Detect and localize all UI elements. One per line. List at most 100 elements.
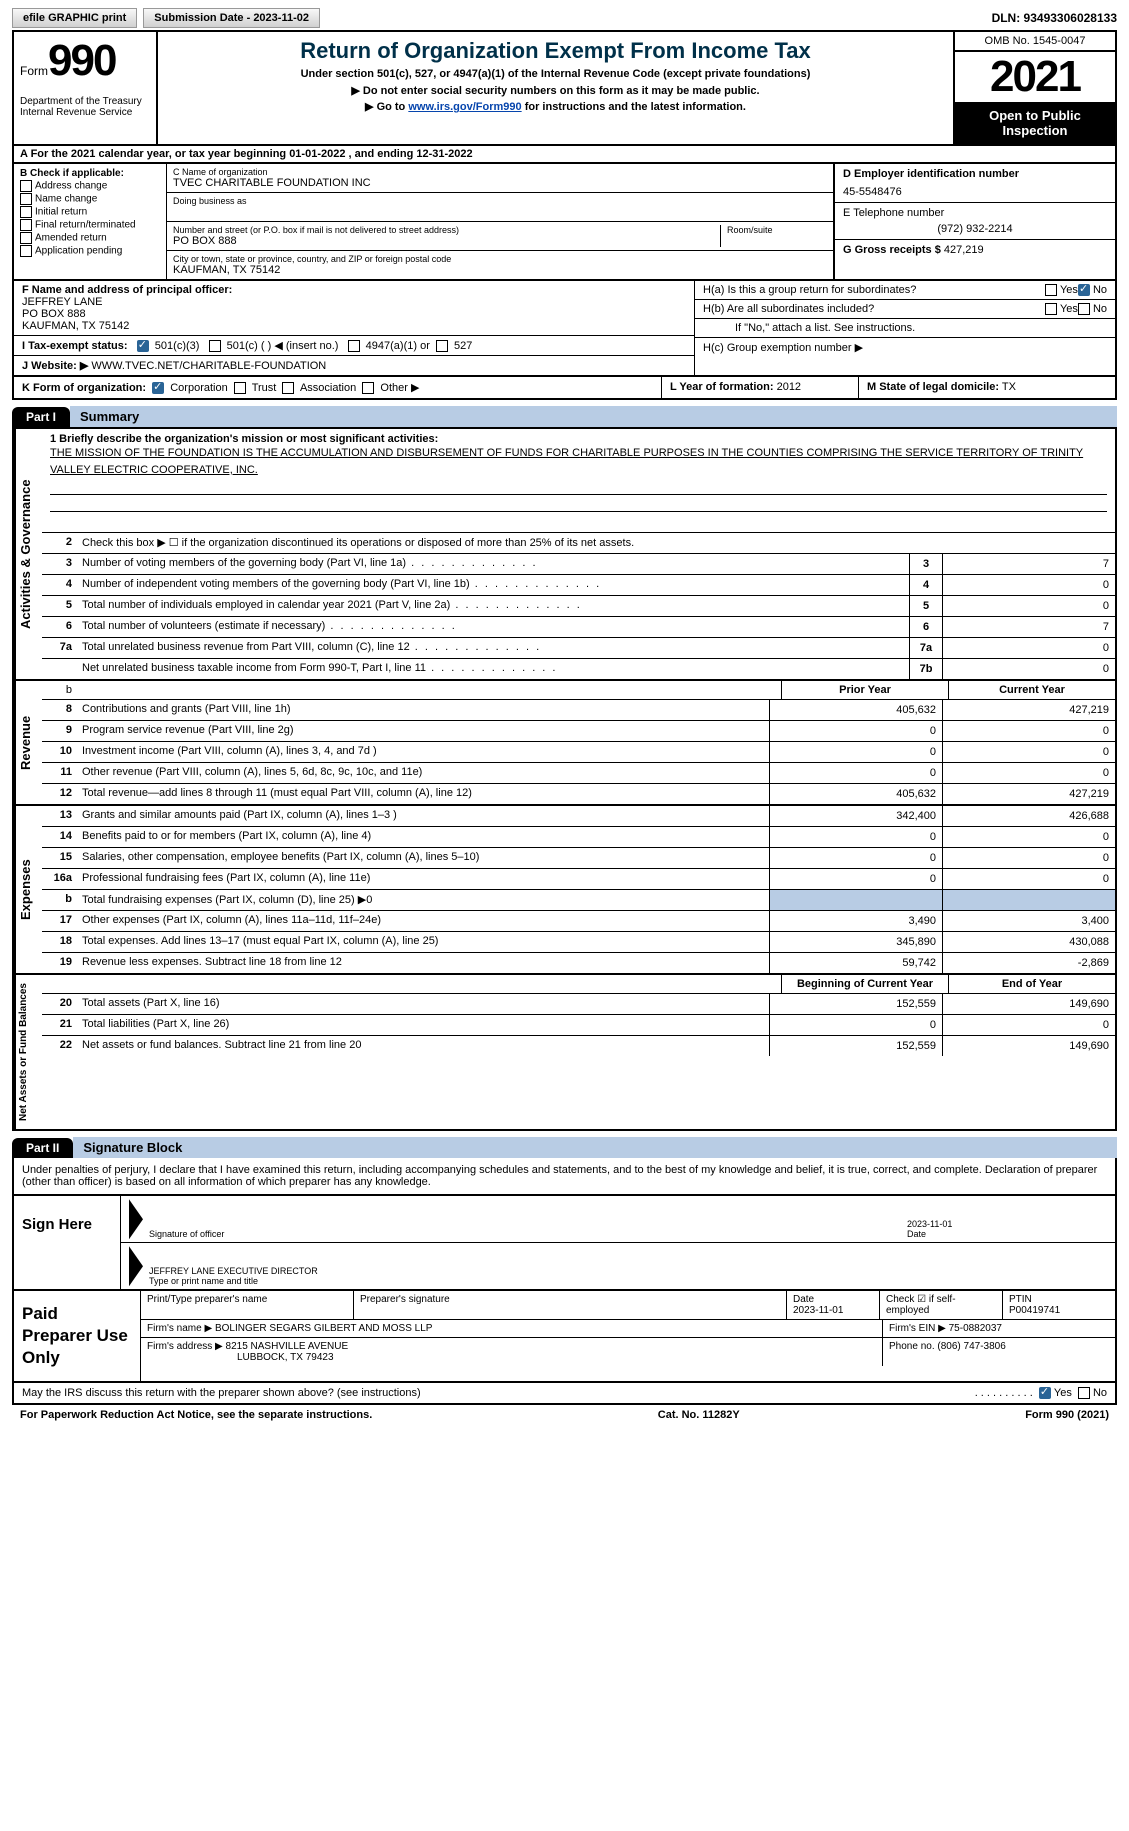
prep-selfemp: Check ☑ if self-employed: [886, 1294, 956, 1316]
room-label: Room/suite: [727, 225, 827, 235]
efile-print-button[interactable]: efile GRAPHIC print: [12, 8, 137, 28]
vlabel-activities: Activities & Governance: [14, 429, 42, 679]
part1-tab: Part I: [12, 407, 70, 427]
l-year: L Year of formation: 2012: [661, 377, 858, 398]
table-row: 8Contributions and grants (Part VIII, li…: [42, 700, 1115, 721]
chk-discuss-no[interactable]: [1078, 1387, 1090, 1399]
sig-name-title: JEFFREY LANE EXECUTIVE DIRECTOR: [149, 1266, 318, 1276]
org-name: TVEC CHARITABLE FOUNDATION INC: [173, 177, 827, 189]
part2-title: Signature Block: [73, 1137, 1117, 1158]
form-subtitle: Under section 501(c), 527, or 4947(a)(1)…: [166, 68, 945, 80]
dln-text: DLN: 93493306028133: [992, 11, 1117, 25]
chk-501c[interactable]: [209, 340, 221, 352]
year-box: OMB No. 1545-0047 2021 Open to Public In…: [955, 32, 1115, 144]
col-b-checkboxes: B Check if applicable: Address change Na…: [14, 164, 167, 279]
form-ref: Form 990 (2021): [1025, 1409, 1109, 1421]
chk-hb-yes[interactable]: [1045, 303, 1057, 315]
i-tax-status: I Tax-exempt status: 501(c)(3) 501(c) ( …: [14, 336, 694, 356]
table-row: 15Salaries, other compensation, employee…: [42, 848, 1115, 869]
chk-amended[interactable]: [20, 232, 32, 244]
l2-text: Check this box ▶ ☐ if the organization d…: [78, 533, 1115, 553]
chk-corp[interactable]: [152, 382, 164, 394]
prep-label: Paid Preparer Use Only: [14, 1291, 140, 1381]
table-row: 3Number of voting members of the governi…: [42, 554, 1115, 575]
l1-label: 1 Briefly describe the organization's mi…: [50, 433, 1107, 445]
form-id-box: Form990 Department of the TreasuryIntern…: [14, 32, 158, 144]
j-website: J Website: ▶ WWW.TVEC.NET/CHARITABLE-FOU…: [14, 356, 694, 375]
ptin-val: P00419741: [1009, 1305, 1060, 1316]
firm-ein: 75-0882037: [949, 1323, 1002, 1334]
ssn-warning: ▶ Do not enter social security numbers o…: [166, 84, 945, 97]
prep-date-label: Date: [793, 1294, 814, 1305]
table-row: 9Program service revenue (Part VIII, lin…: [42, 721, 1115, 742]
firm-ein-label: Firm's EIN ▶: [889, 1323, 946, 1334]
table-row: 21Total liabilities (Part X, line 26)00: [42, 1015, 1115, 1036]
firm-addr-label: Firm's address ▶: [147, 1341, 223, 1352]
table-row: 14Benefits paid to or for members (Part …: [42, 827, 1115, 848]
chk-app-pending[interactable]: [20, 245, 32, 257]
vlabel-revenue: Revenue: [14, 681, 42, 804]
hdr-current: Current Year: [948, 681, 1115, 699]
chk-other[interactable]: [362, 382, 374, 394]
k-form-org: K Form of organization: Corporation Trus…: [14, 377, 661, 398]
mission-text: THE MISSION OF THE FOUNDATION IS THE ACC…: [50, 445, 1107, 478]
cat-no: Cat. No. 11282Y: [658, 1409, 740, 1421]
omb-number: OMB No. 1545-0047: [955, 32, 1115, 52]
firm-phone: (806) 747-3806: [937, 1341, 1005, 1352]
b-header: B Check if applicable:: [20, 168, 160, 179]
table-row: 4Number of independent voting members of…: [42, 575, 1115, 596]
phone-value: (972) 932-2214: [843, 223, 1107, 235]
table-row: 16aProfessional fundraising fees (Part I…: [42, 869, 1115, 890]
form-number: 990: [48, 36, 115, 85]
hb-note: If "No," attach a list. See instructions…: [695, 319, 1115, 338]
chk-name-change[interactable]: [20, 193, 32, 205]
vlabel-expenses: Expenses: [14, 806, 42, 973]
city-label: City or town, state or province, country…: [173, 254, 827, 264]
firm-name: BOLINGER SEGARS GILBERT AND MOSS LLP: [215, 1323, 432, 1334]
chk-trust[interactable]: [234, 382, 246, 394]
chk-address-change[interactable]: [20, 180, 32, 192]
chk-ha-no[interactable]: [1078, 284, 1090, 296]
form-word: Form: [20, 64, 48, 78]
m-state: M State of legal domicile: TX: [858, 377, 1115, 398]
sig-arrow-icon: [129, 1199, 143, 1239]
chk-final-return[interactable]: [20, 219, 32, 231]
hc-label: H(c) Group exemption number ▶: [695, 338, 1115, 357]
ein-label: D Employer identification number: [843, 168, 1107, 180]
addr-label: Number and street (or P.O. box if mail i…: [173, 225, 720, 235]
row-a-calendar: A For the 2021 calendar year, or tax yea…: [12, 146, 1117, 164]
sig-arrow-icon-2: [129, 1246, 143, 1286]
table-row: 13Grants and similar amounts paid (Part …: [42, 806, 1115, 827]
dba-label: Doing business as: [173, 196, 827, 206]
irs-link[interactable]: www.irs.gov/Form990: [408, 101, 521, 113]
table-row: 17Other expenses (Part IX, column (A), l…: [42, 911, 1115, 932]
submission-date-button[interactable]: Submission Date - 2023-11-02: [143, 8, 320, 28]
org-city: KAUFMAN, TX 75142: [173, 264, 827, 276]
table-row: 11Other revenue (Part VIII, column (A), …: [42, 763, 1115, 784]
hdr-end: End of Year: [948, 975, 1115, 993]
hdr-begin: Beginning of Current Year: [781, 975, 948, 993]
table-row: 7aTotal unrelated business revenue from …: [42, 638, 1115, 659]
prep-sig-label: Preparer's signature: [360, 1294, 450, 1305]
chk-527[interactable]: [436, 340, 448, 352]
chk-discuss-yes[interactable]: [1039, 1387, 1051, 1399]
table-row: 22Net assets or fund balances. Subtract …: [42, 1036, 1115, 1056]
chk-4947[interactable]: [348, 340, 360, 352]
goto-instructions: ▶ Go to www.irs.gov/Form990 for instruct…: [166, 100, 945, 113]
form-title-box: Return of Organization Exempt From Incom…: [158, 32, 955, 144]
chk-hb-no[interactable]: [1078, 303, 1090, 315]
chk-initial-return[interactable]: [20, 206, 32, 218]
chk-501c3[interactable]: [137, 340, 149, 352]
table-row: 18Total expenses. Add lines 13–17 (must …: [42, 932, 1115, 953]
form-title: Return of Organization Exempt From Incom…: [166, 38, 945, 64]
sign-here-label: Sign Here: [14, 1196, 120, 1289]
gross-label: G Gross receipts $: [843, 244, 941, 256]
table-row: 10Investment income (Part VIII, column (…: [42, 742, 1115, 763]
part2-tab: Part II: [12, 1138, 73, 1158]
table-row: 12Total revenue—add lines 8 through 11 (…: [42, 784, 1115, 804]
chk-assoc[interactable]: [282, 382, 294, 394]
table-row: Net unrelated business taxable income fr…: [42, 659, 1115, 679]
chk-ha-yes[interactable]: [1045, 284, 1057, 296]
vlabel-netassets: Net Assets or Fund Balances: [14, 975, 42, 1129]
firm-name-label: Firm's name ▶: [147, 1323, 212, 1334]
